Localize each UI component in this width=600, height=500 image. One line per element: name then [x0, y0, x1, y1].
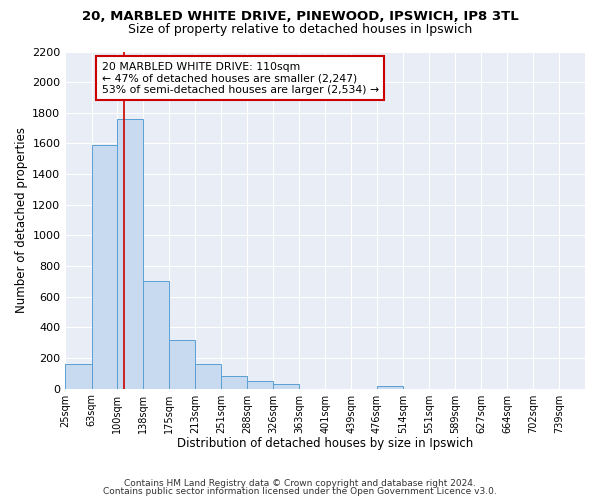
Text: Size of property relative to detached houses in Ipswich: Size of property relative to detached ho… [128, 22, 472, 36]
Bar [221, 376, 247, 388]
Bar [195, 364, 221, 388]
Text: Contains HM Land Registry data © Crown copyright and database right 2024.: Contains HM Land Registry data © Crown c… [124, 478, 476, 488]
Bar [169, 340, 195, 388]
Y-axis label: Number of detached properties: Number of detached properties [15, 127, 28, 313]
Bar [247, 381, 274, 388]
Bar [117, 119, 143, 388]
Bar [143, 282, 169, 389]
Text: 20, MARBLED WHITE DRIVE, PINEWOOD, IPSWICH, IP8 3TL: 20, MARBLED WHITE DRIVE, PINEWOOD, IPSWI… [82, 10, 518, 23]
Text: 20 MARBLED WHITE DRIVE: 110sqm
← 47% of detached houses are smaller (2,247)
53% : 20 MARBLED WHITE DRIVE: 110sqm ← 47% of … [101, 62, 379, 95]
Bar [92, 145, 117, 388]
X-axis label: Distribution of detached houses by size in Ipswich: Distribution of detached houses by size … [177, 437, 473, 450]
Bar [65, 364, 92, 388]
Bar [377, 386, 403, 388]
Bar [274, 384, 299, 388]
Text: Contains public sector information licensed under the Open Government Licence v3: Contains public sector information licen… [103, 487, 497, 496]
